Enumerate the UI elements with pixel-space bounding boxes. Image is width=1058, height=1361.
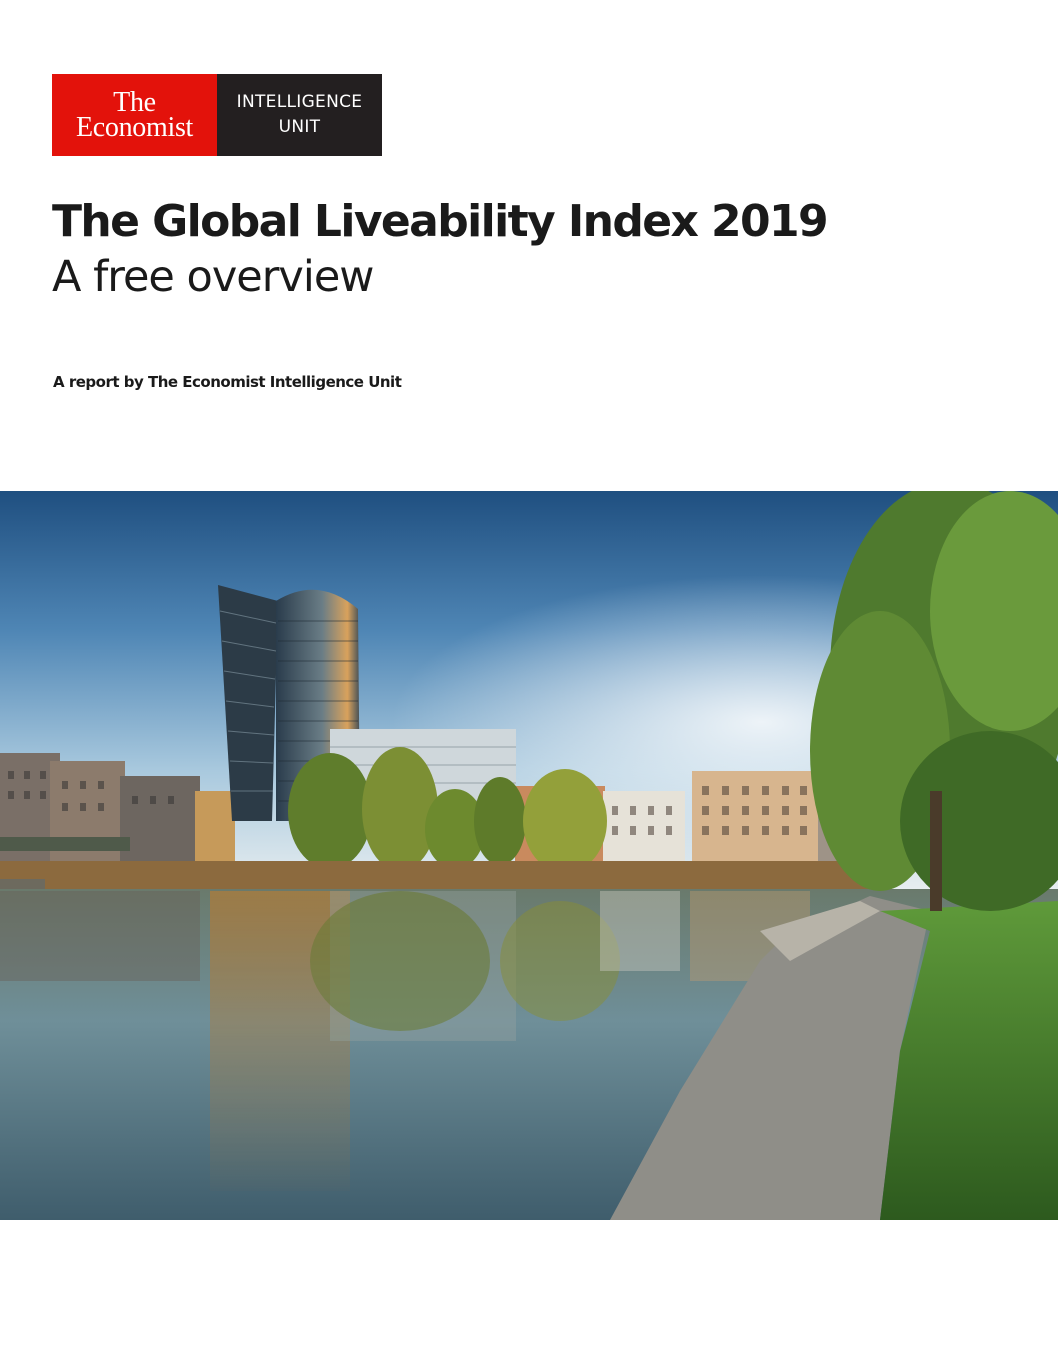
residential-buildings-left	[0, 753, 235, 873]
grass-lawn	[880, 901, 1058, 1220]
stone-embankment	[610, 896, 930, 1220]
wordmark-intelligence: INTELLIGENCE	[236, 92, 363, 112]
economist-wordmark: The Economist	[52, 74, 217, 156]
office-tower-slab	[218, 585, 278, 821]
bridge	[0, 837, 130, 851]
wordmark-the: The	[113, 87, 156, 118]
wordmark-economist: Economist	[75, 112, 194, 143]
quay-wall	[0, 861, 870, 889]
report-byline: A report by The Economist Intelligence U…	[53, 373, 402, 391]
report-title: The Global Liveability Index 2019	[52, 196, 829, 247]
riverbank-trees	[288, 747, 607, 873]
report-subtitle: A free overview	[52, 252, 374, 302]
intelligence-unit-wordmark: INTELLIGENCE UNIT	[217, 74, 382, 156]
cover-photo-vienna-riverside	[0, 491, 1058, 1220]
water-reflections	[0, 891, 810, 1191]
large-tree-right	[810, 491, 1058, 911]
wordmark-unit: UNIT	[278, 117, 321, 137]
economist-intelligence-unit-logo: The Economist INTELLIGENCE UNIT	[52, 74, 382, 156]
rocky-slope	[760, 901, 880, 961]
